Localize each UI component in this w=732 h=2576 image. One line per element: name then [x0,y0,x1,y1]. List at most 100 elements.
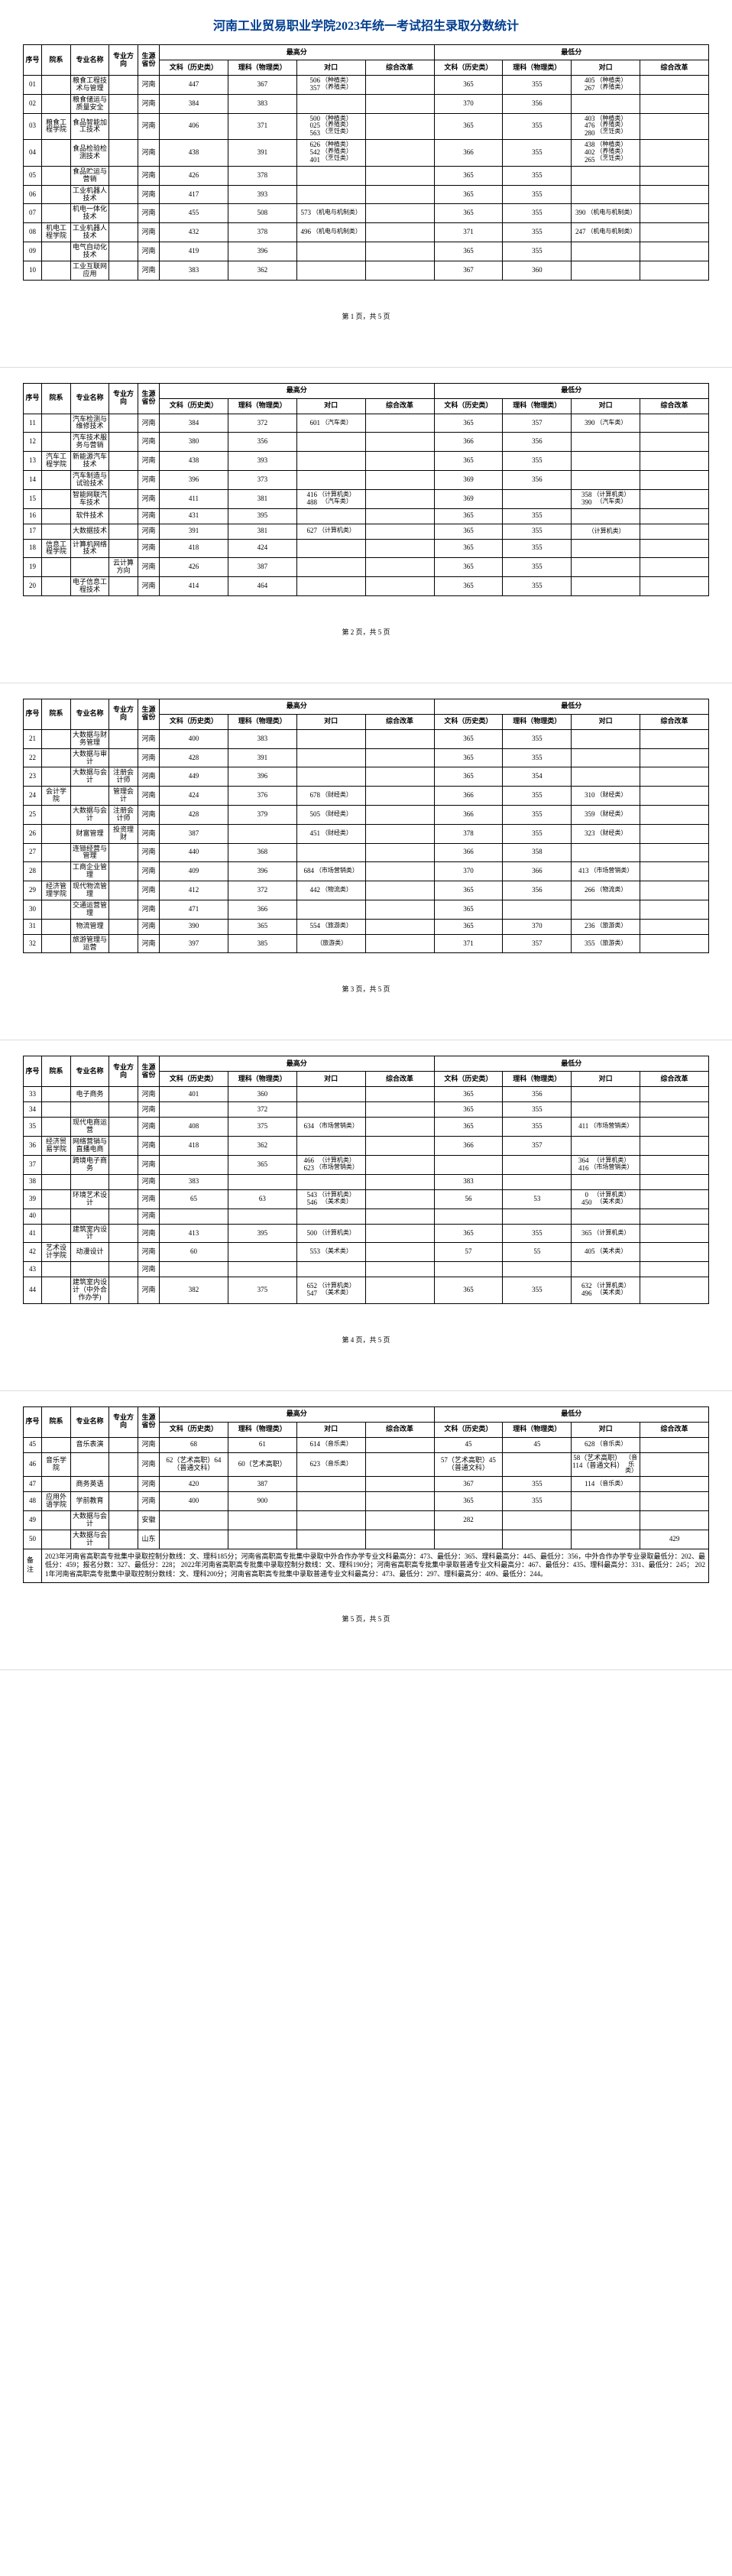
table-row: 23 大数据与会计 注册会计师 河南 449 396 365 354 [24,767,709,787]
cell-mz [365,805,434,824]
cell-nd: 390（机电与机制类） [572,204,640,223]
cell-dept [42,1174,71,1189]
cell-dept [42,1118,71,1137]
cell-dept [42,824,71,843]
cell-nd [572,1174,640,1189]
cell-dept [42,862,71,881]
cell-nz [640,204,709,223]
cell-md [296,1262,365,1277]
th-max-dk: 对口 [296,714,365,729]
cell-dir [109,223,138,242]
cell-mz [365,113,434,140]
cell-mz [365,1277,434,1304]
cell-major: 粮食储运与质量安全 [71,94,109,113]
cell-md [296,508,365,524]
table-row: 19 云计算方向 河南 426 387 365 355 [24,558,709,577]
table-row: 36 经济贸易学院 网络营销与直播电商 河南 418 362 366 357 [24,1137,709,1156]
cell-mz [365,843,434,862]
cell-nz [640,76,709,95]
cell-mz [365,508,434,524]
cell-md: 634（市场营销类） [296,1118,365,1137]
cell-prov: 河南 [138,729,160,748]
cell-md [296,94,365,113]
th-max-li: 理科（物理类） [228,1072,296,1087]
cell-nz [640,1277,709,1304]
cell-mz [365,539,434,558]
cell-nl: 357 [503,414,572,433]
cell-seq: 41 [24,1224,42,1243]
cell-major [71,787,109,806]
th-min-wen: 文科（历史类） [434,398,503,414]
cell-nl: 355 [503,539,572,558]
table-row: 10 工业互联网应用 河南 383 362 367 360 [24,261,709,280]
cell-nl: 355 [503,1224,572,1243]
cell-md: 451（财经类） [296,824,365,843]
table-row: 45 音乐表演 河南 68 61 614（音乐类） 45 45 628（音乐类） [24,1437,709,1452]
cell-nd: 628（音乐类） [572,1437,640,1452]
cell-seq: 06 [24,185,42,204]
cell-major: 电气自动化技术 [71,242,109,261]
cell-seq: 20 [24,577,42,596]
cell-ml: 383 [228,94,296,113]
cell-nd [572,508,640,524]
cell-md [296,1174,365,1189]
th-major: 专业名称 [71,1056,109,1087]
cell-dir [109,1087,138,1102]
cell-ml: 367 [228,76,296,95]
cell-mz [365,824,434,843]
cell-nd [572,767,640,787]
cell-mw: 383 [160,261,228,280]
cell-nd: 310（财经类） [572,787,640,806]
th-max-wen: 文科（历史类） [160,714,228,729]
cell-prov: 河南 [138,862,160,881]
cell-mw: 431 [160,508,228,524]
cell-dept: 机电工程学院 [42,223,71,242]
table-row: 05 食品贮运与营销 河南 426 378 365 355 [24,166,709,185]
cell-seq: 46 [24,1452,42,1476]
cell-dept [42,919,71,934]
cell-dir [109,242,138,261]
cell-mw: 397 [160,934,228,953]
table-row: 38 河南 383 383 [24,1174,709,1189]
cell-dept [42,577,71,596]
cell-major: 工业互联网应用 [71,261,109,280]
cell-nz [640,934,709,953]
th-prov: 生源省份 [138,699,160,729]
cell-prov: 河南 [138,919,160,934]
cell-md: 652547（计算机类）（美术类） [296,1277,365,1304]
cell-nl [503,1262,572,1277]
cell-md: 496（机电与机制类） [296,223,365,242]
cell-nl: 355 [503,166,572,185]
cell-nw: 365 [434,76,503,95]
th-min-zh: 综合改革 [640,60,709,76]
cell-nd [572,539,640,558]
cell-major: 动漫设计 [71,1243,109,1262]
cell-nl: 355 [503,824,572,843]
cell-prov: 河南 [138,824,160,843]
table-row: 48 应用外语学院 学前教育 河南 400 900 365 355 [24,1492,709,1511]
cell-dept: 经济贸易学院 [42,1137,71,1156]
th-min-group: 最低分 [434,45,709,60]
cell-nw: 45 [434,1437,503,1452]
th-max-wen: 文科（历史类） [160,1072,228,1087]
cell-mw: 400 [160,729,228,748]
th-min-zh: 综合改革 [640,1422,709,1437]
table-row: 50 大数据与会计 山东 429 [24,1530,709,1549]
cell-nz [640,94,709,113]
cell-dept [42,1087,71,1102]
cell-ml: 373 [228,470,296,489]
cell-nz [640,1087,709,1102]
th-major: 专业名称 [71,699,109,729]
cell-prov: 河南 [138,900,160,919]
cell-major: 学前教育 [71,1492,109,1511]
th-prov: 生源省份 [138,1056,160,1087]
cell-dir [109,261,138,280]
cell-nd [572,900,640,919]
cell-ml [228,1510,296,1530]
cell-mw [160,1530,228,1549]
cell-mw: 62（艺术高职）64（普通文科） [160,1452,228,1476]
cell-seq: 31 [24,919,42,934]
cell-mz [365,242,434,261]
cell-nl: 355 [503,1477,572,1492]
cell-nl: 355 [503,508,572,524]
